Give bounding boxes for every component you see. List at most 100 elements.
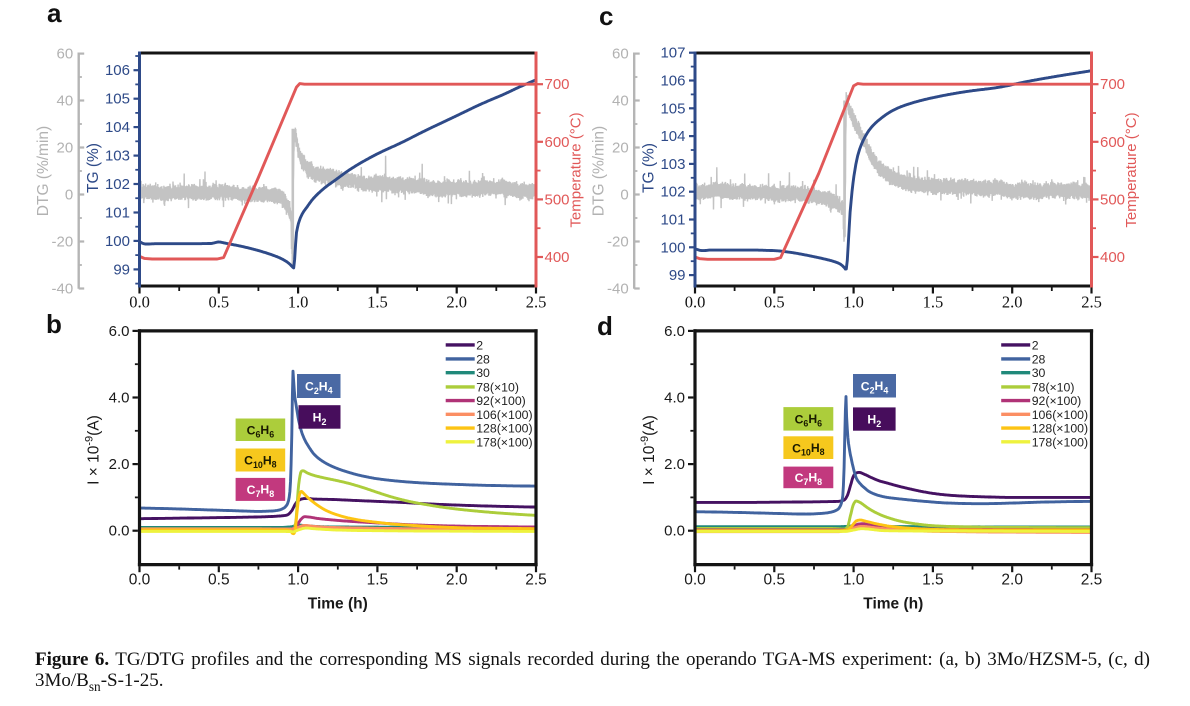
svg-text:600: 600 <box>545 134 570 151</box>
svg-text:2.0: 2.0 <box>1001 572 1023 589</box>
svg-text:500: 500 <box>1100 191 1125 208</box>
svg-text:92(×100): 92(×100) <box>1032 394 1082 408</box>
svg-text:0.0: 0.0 <box>129 572 151 589</box>
svg-text:100: 100 <box>105 233 130 250</box>
svg-text:100: 100 <box>660 239 685 256</box>
svg-text:102: 102 <box>660 184 685 201</box>
svg-text:-40: -40 <box>52 280 74 297</box>
svg-text:c: c <box>599 1 613 31</box>
svg-text:2.0: 2.0 <box>1002 293 1023 312</box>
svg-text:-40: -40 <box>607 280 629 297</box>
svg-text:0.0: 0.0 <box>129 293 150 312</box>
svg-text:1.5: 1.5 <box>367 572 389 589</box>
svg-text:400: 400 <box>1100 249 1125 266</box>
svg-text:104: 104 <box>660 128 685 145</box>
svg-text:28: 28 <box>476 352 490 366</box>
svg-text:d: d <box>597 311 613 341</box>
svg-text:6.0: 6.0 <box>664 323 685 340</box>
svg-text:0.5: 0.5 <box>764 293 785 312</box>
svg-text:500: 500 <box>545 191 570 208</box>
svg-text:20: 20 <box>612 140 629 157</box>
svg-text:0.5: 0.5 <box>208 572 230 589</box>
svg-text:0.0: 0.0 <box>664 523 685 540</box>
svg-text:106(×100): 106(×100) <box>476 408 532 422</box>
svg-text:178(×100): 178(×100) <box>1032 435 1088 449</box>
svg-text:99: 99 <box>669 267 686 284</box>
svg-text:1.0: 1.0 <box>843 572 865 589</box>
svg-text:40: 40 <box>612 93 629 110</box>
svg-text:-20: -20 <box>52 233 74 250</box>
svg-text:Time (h): Time (h) <box>308 596 368 613</box>
svg-text:C6H6: C6H6 <box>795 412 823 429</box>
svg-text:2.0: 2.0 <box>446 572 468 589</box>
svg-text:1.0: 1.0 <box>287 572 309 589</box>
svg-text:2: 2 <box>1032 338 1039 352</box>
svg-text:102: 102 <box>105 176 130 193</box>
svg-text:103: 103 <box>660 156 685 173</box>
svg-text:104: 104 <box>105 119 130 136</box>
svg-text:Temperature (°C): Temperature (°C) <box>1123 112 1140 227</box>
svg-text:C10H8: C10H8 <box>792 441 825 458</box>
svg-text:I × 10-9(A): I × 10-9(A) <box>639 415 658 485</box>
svg-text:101: 101 <box>660 212 685 229</box>
svg-text:DTG (%/min): DTG (%/min) <box>591 126 608 216</box>
svg-text:0.0: 0.0 <box>109 523 130 540</box>
svg-text:C6H6: C6H6 <box>247 423 275 440</box>
svg-text:1.5: 1.5 <box>367 293 388 312</box>
svg-text:0.0: 0.0 <box>684 572 706 589</box>
svg-text:700: 700 <box>1100 76 1125 93</box>
svg-text:2.0: 2.0 <box>446 293 467 312</box>
svg-text:6.0: 6.0 <box>109 323 130 340</box>
svg-text:60: 60 <box>612 46 629 63</box>
svg-text:178(×100): 178(×100) <box>476 435 532 449</box>
svg-text:128(×100): 128(×100) <box>476 422 532 436</box>
svg-text:1.0: 1.0 <box>843 293 864 312</box>
svg-text:128(×100): 128(×100) <box>1032 422 1088 436</box>
svg-text:28: 28 <box>1032 352 1046 366</box>
svg-text:106: 106 <box>660 73 685 90</box>
svg-text:106: 106 <box>105 62 130 79</box>
svg-text:700: 700 <box>545 76 570 93</box>
svg-text:400: 400 <box>545 249 570 266</box>
svg-text:Temperature (°C): Temperature (°C) <box>568 112 585 227</box>
svg-text:2.5: 2.5 <box>526 293 547 312</box>
svg-text:C2H4: C2H4 <box>861 379 889 396</box>
svg-text:0.0: 0.0 <box>685 293 706 312</box>
svg-text:b: b <box>46 309 62 339</box>
svg-text:2: 2 <box>476 338 483 352</box>
svg-text:600: 600 <box>1100 134 1125 151</box>
svg-text:78(×10): 78(×10) <box>476 380 519 394</box>
svg-text:2.5: 2.5 <box>525 572 547 589</box>
svg-text:60: 60 <box>57 46 74 63</box>
svg-text:0.5: 0.5 <box>764 572 786 589</box>
svg-text:105: 105 <box>660 100 685 117</box>
svg-text:TG (%): TG (%) <box>641 143 658 193</box>
svg-text:2.0: 2.0 <box>109 456 130 473</box>
svg-text:C7H8: C7H8 <box>247 483 275 500</box>
svg-text:30: 30 <box>476 366 490 380</box>
svg-text:C2H4: C2H4 <box>305 379 333 396</box>
svg-text:105: 105 <box>105 91 130 108</box>
svg-text:4.0: 4.0 <box>664 390 685 407</box>
svg-text:1.5: 1.5 <box>923 293 944 312</box>
svg-text:20: 20 <box>57 140 74 157</box>
svg-text:99: 99 <box>113 261 130 278</box>
svg-text:106(×100): 106(×100) <box>1032 408 1088 422</box>
svg-text:1.5: 1.5 <box>922 572 944 589</box>
svg-text:78(×10): 78(×10) <box>1032 380 1075 394</box>
svg-text:4.0: 4.0 <box>109 390 130 407</box>
svg-text:0.5: 0.5 <box>208 293 229 312</box>
svg-text:2.5: 2.5 <box>1081 572 1103 589</box>
svg-text:DTG (%/min): DTG (%/min) <box>35 126 52 216</box>
svg-text:TG (%): TG (%) <box>85 143 102 193</box>
svg-text:Time (h): Time (h) <box>863 596 923 613</box>
svg-text:2.0: 2.0 <box>664 456 685 473</box>
svg-text:2.5: 2.5 <box>1081 293 1102 312</box>
svg-text:I × 10-9(A): I × 10-9(A) <box>84 415 103 485</box>
svg-text:-20: -20 <box>607 233 629 250</box>
svg-text:C7H8: C7H8 <box>795 471 823 488</box>
svg-text:103: 103 <box>105 148 130 165</box>
svg-text:101: 101 <box>105 204 130 221</box>
svg-text:H2: H2 <box>313 411 327 427</box>
svg-text:0: 0 <box>65 187 73 204</box>
